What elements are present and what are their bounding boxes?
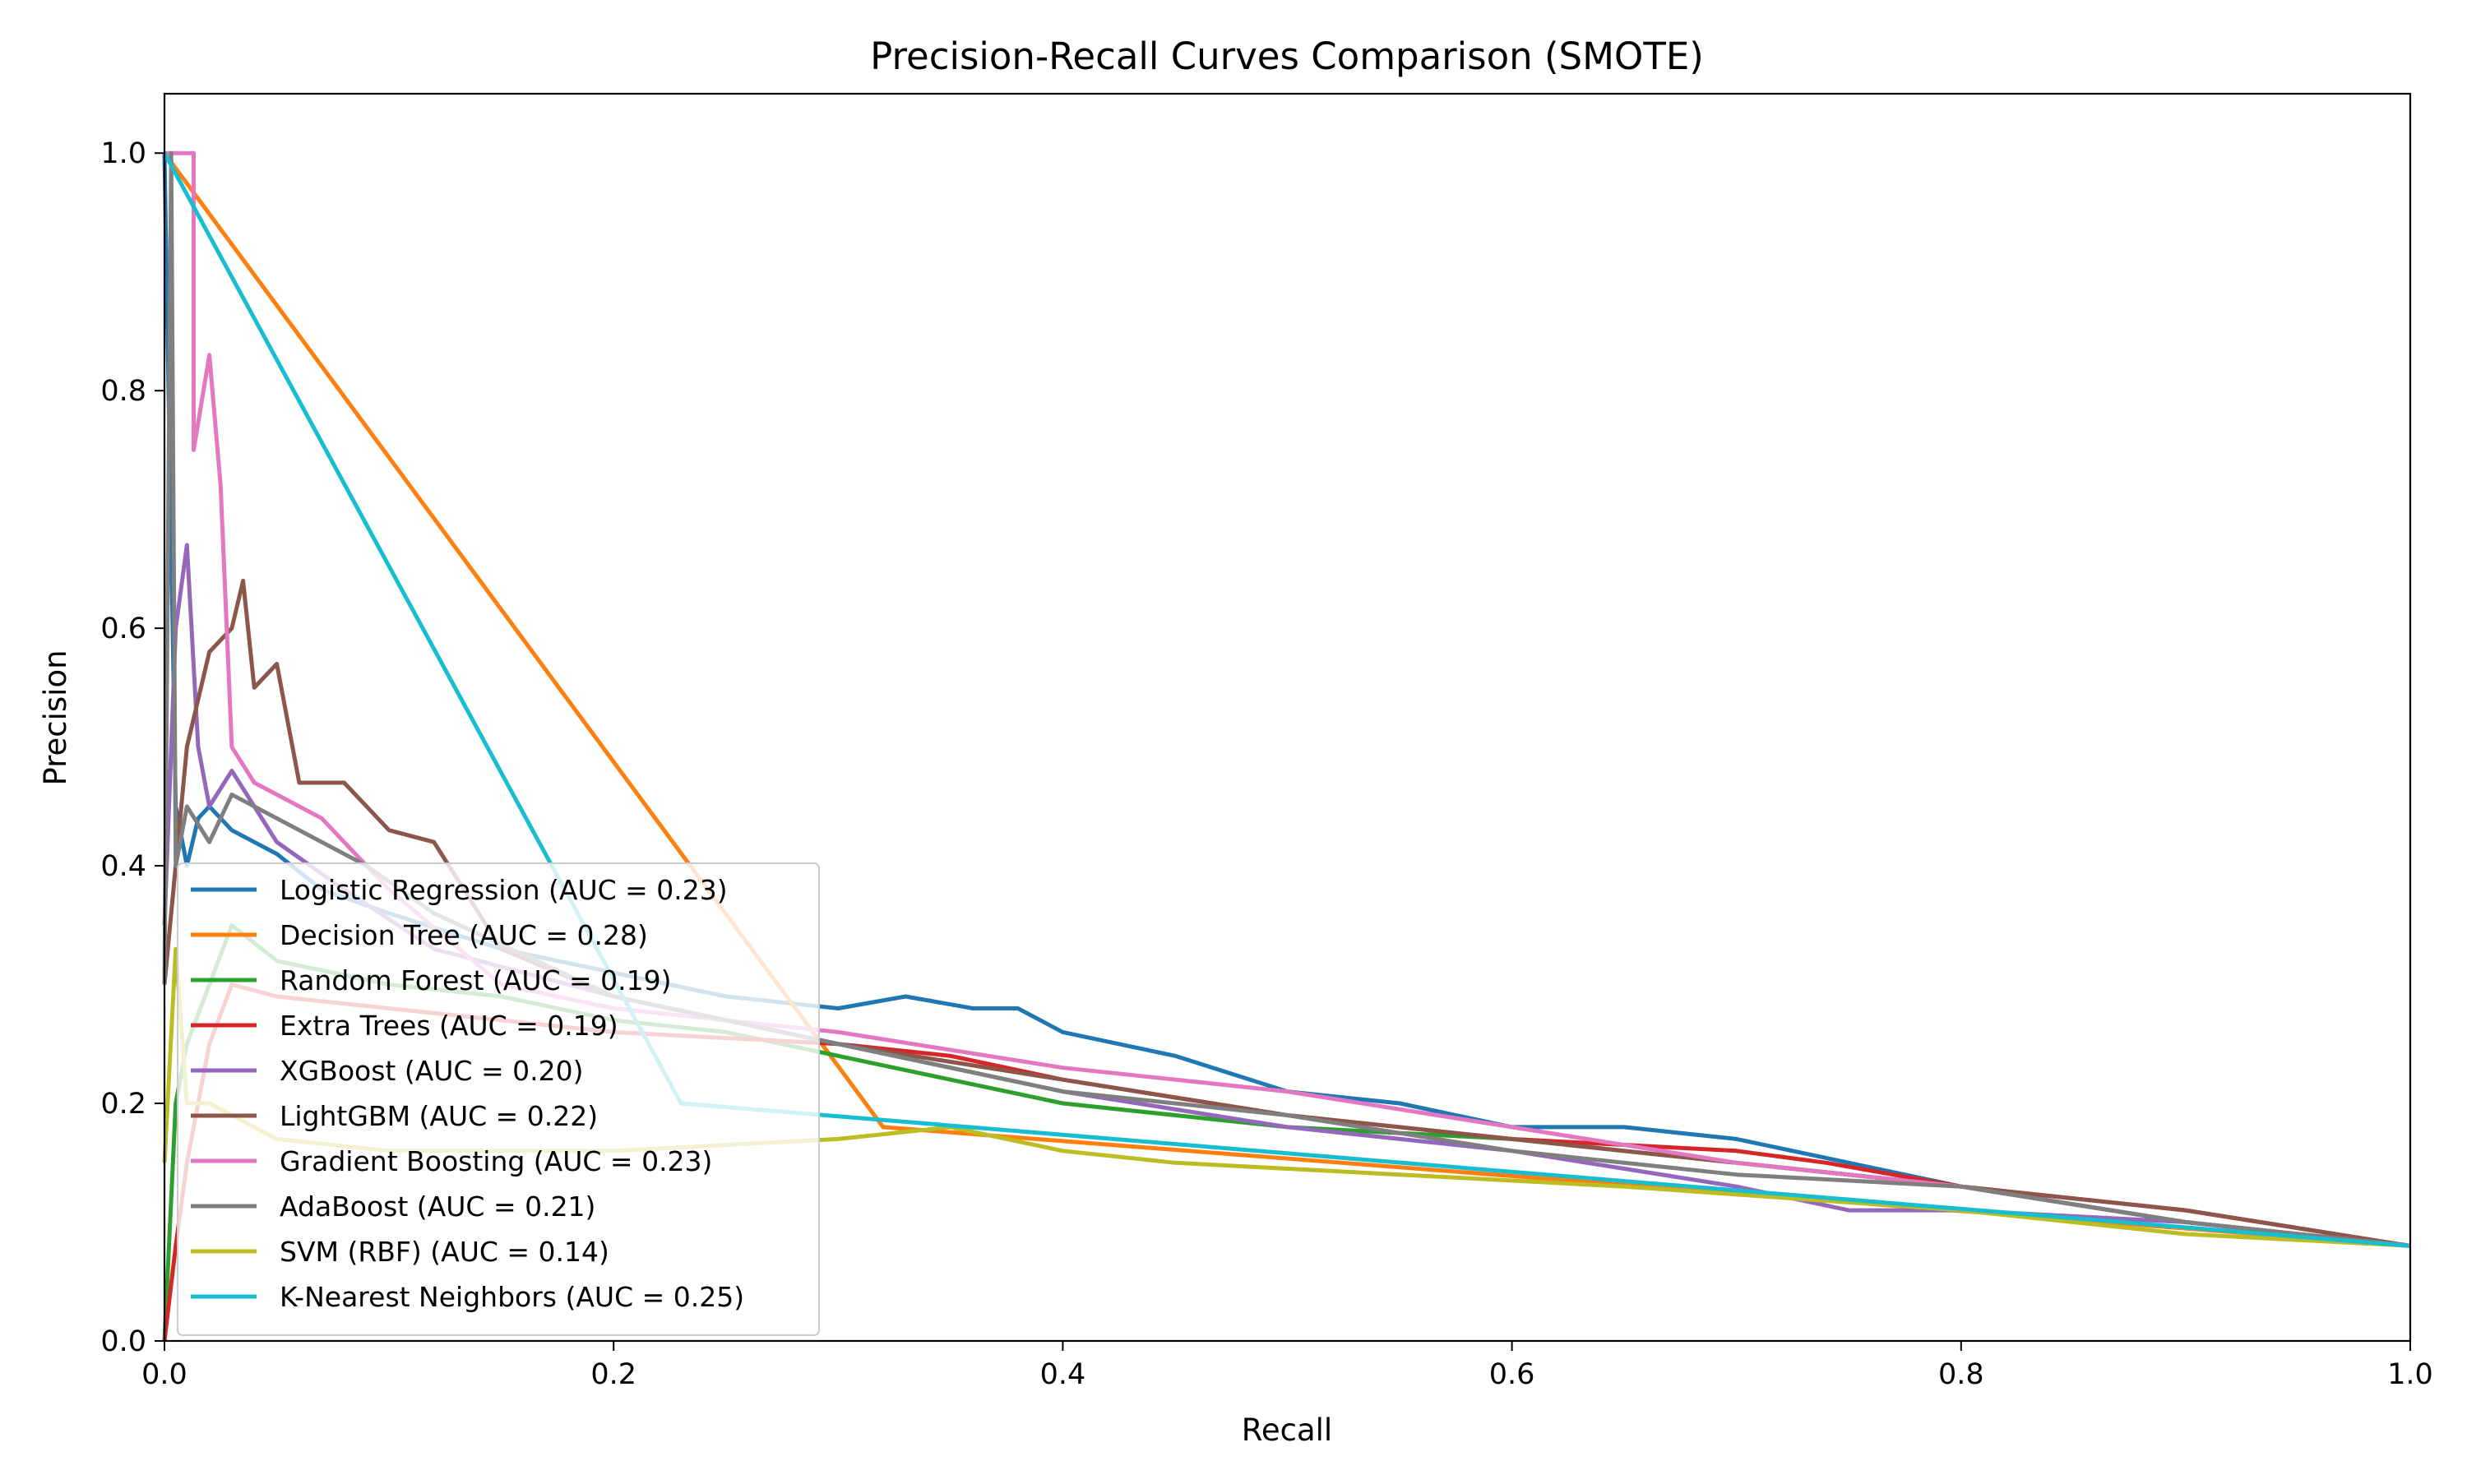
x-tick-label: 0.2: [590, 1358, 636, 1391]
axis-ticks: 0.0 0.2 0.4 0.6 0.8 1.0 0.0 0.2 0.4 0.6 0.8 1.0: [100, 137, 2433, 1391]
x-tick-label: 0.6: [1489, 1358, 1535, 1391]
legend-label: K-Nearest Neighbors (AUC = 0.25): [280, 1281, 744, 1313]
legend-label: AdaBoost (AUC = 0.21): [280, 1190, 595, 1223]
legend-label: LightGBM (AUC = 0.22): [280, 1100, 598, 1132]
legend-label: Decision Tree (AUC = 0.28): [280, 919, 648, 951]
legend-label: Random Forest (AUC = 0.19): [280, 964, 672, 996]
x-tick-label: 0.4: [1040, 1358, 1086, 1391]
x-tick-label: 0.8: [1938, 1358, 1984, 1391]
y-tick-label: 0.0: [100, 1325, 146, 1358]
legend-label: XGBoost (AUC = 0.20): [280, 1055, 583, 1087]
y-tick-label: 1.0: [100, 137, 146, 170]
legend-label: Gradient Boosting (AUC = 0.23): [280, 1145, 712, 1177]
x-tick-label: 0.0: [141, 1358, 187, 1391]
y-tick-label: 0.2: [100, 1088, 146, 1121]
y-tick-label: 0.8: [100, 375, 146, 408]
chart-title: Precision-Recall Curves Comparison (SMOT…: [870, 35, 1704, 78]
series-line-6: [162, 578, 2411, 1248]
y-tick-label: 0.6: [100, 613, 146, 645]
plot-frame: [163, 92, 2412, 1343]
series-line-1: [162, 153, 2411, 1248]
legend: Logistic Regression (AUC = 0.23) Decision…: [177, 862, 820, 1336]
legend-frame: [177, 862, 820, 1336]
y-axis-label: Precision: [38, 650, 73, 785]
legend-label: Extra Trees (AUC = 0.19): [280, 1010, 618, 1042]
y-tick-label: 0.4: [100, 850, 146, 883]
legend-label: Logistic Regression (AUC = 0.23): [280, 874, 728, 906]
legend-label: SVM (RBF) (AUC = 0.14): [280, 1236, 609, 1268]
x-tick-label: 1.0: [2387, 1358, 2433, 1391]
x-axis-label: Recall: [1242, 1412, 1332, 1448]
